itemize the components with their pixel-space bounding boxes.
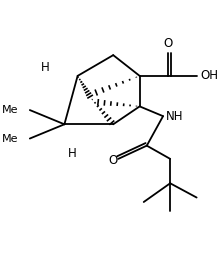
Text: Me: Me [2, 133, 19, 144]
Text: Me: Me [2, 105, 19, 115]
Text: H: H [68, 147, 77, 160]
Text: O: O [163, 37, 173, 50]
Text: OH: OH [201, 69, 219, 82]
Text: NH: NH [166, 110, 184, 123]
Text: O: O [109, 155, 118, 167]
Text: H: H [40, 61, 49, 74]
